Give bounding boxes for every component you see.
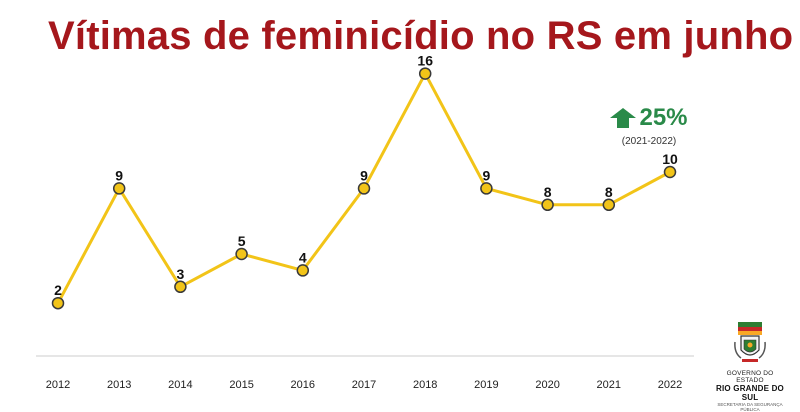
data-label: 8 bbox=[605, 184, 613, 200]
state-coat-of-arms-icon bbox=[734, 322, 766, 362]
change-percent: 25% bbox=[639, 104, 688, 131]
government-logo: GOVERNO DO ESTADO RIO GRANDE DO SUL SECR… bbox=[712, 320, 788, 412]
change-period: (2021-2022) bbox=[621, 136, 677, 147]
data-label: 8 bbox=[544, 184, 552, 200]
data-point bbox=[541, 198, 554, 212]
data-point bbox=[418, 67, 432, 80]
data-point bbox=[296, 264, 310, 277]
data-point bbox=[112, 182, 126, 195]
x-tick-label: 2018 bbox=[413, 379, 437, 391]
x-tick-label: 2021 bbox=[597, 379, 621, 391]
data-point bbox=[480, 182, 493, 195]
logo-line-1: GOVERNO DO ESTADO bbox=[726, 370, 774, 384]
data-label: 9 bbox=[483, 167, 491, 183]
x-tick-label: 2020 bbox=[535, 379, 559, 391]
data-point bbox=[602, 198, 616, 212]
x-tick-label: 2022 bbox=[658, 379, 682, 391]
data-point bbox=[51, 296, 65, 310]
data-point bbox=[235, 247, 248, 261]
data-label: 3 bbox=[177, 266, 185, 282]
chart-title: Vítimas de feminicídio no RS em junho bbox=[48, 14, 794, 58]
x-tick-label: 2013 bbox=[107, 379, 131, 391]
data-point bbox=[174, 280, 187, 294]
data-point bbox=[357, 182, 371, 195]
data-point bbox=[663, 165, 677, 179]
data-label: 9 bbox=[115, 167, 123, 183]
x-tick-label: 2015 bbox=[229, 379, 253, 391]
data-label: 5 bbox=[238, 233, 246, 249]
logo-line-2: RIO GRANDE DO SUL bbox=[716, 384, 784, 402]
x-tick-label: 2016 bbox=[291, 379, 315, 391]
data-label: 10 bbox=[662, 151, 678, 167]
x-tick-label: 2014 bbox=[168, 379, 192, 391]
x-tick-label: 2012 bbox=[46, 379, 70, 391]
logo-line-3: SECRETARIA DA SEGURANÇA PÚBLICA bbox=[717, 402, 783, 412]
data-label: 16 bbox=[417, 53, 433, 69]
arrow-up-icon bbox=[610, 108, 637, 128]
data-label: 9 bbox=[360, 167, 368, 183]
data-label: 4 bbox=[299, 249, 307, 265]
change-badge: 25% (2021-2022) bbox=[604, 104, 694, 147]
x-tick-label: 2019 bbox=[474, 379, 498, 391]
x-tick-label: 2017 bbox=[352, 379, 376, 391]
data-label: 2 bbox=[54, 282, 62, 298]
